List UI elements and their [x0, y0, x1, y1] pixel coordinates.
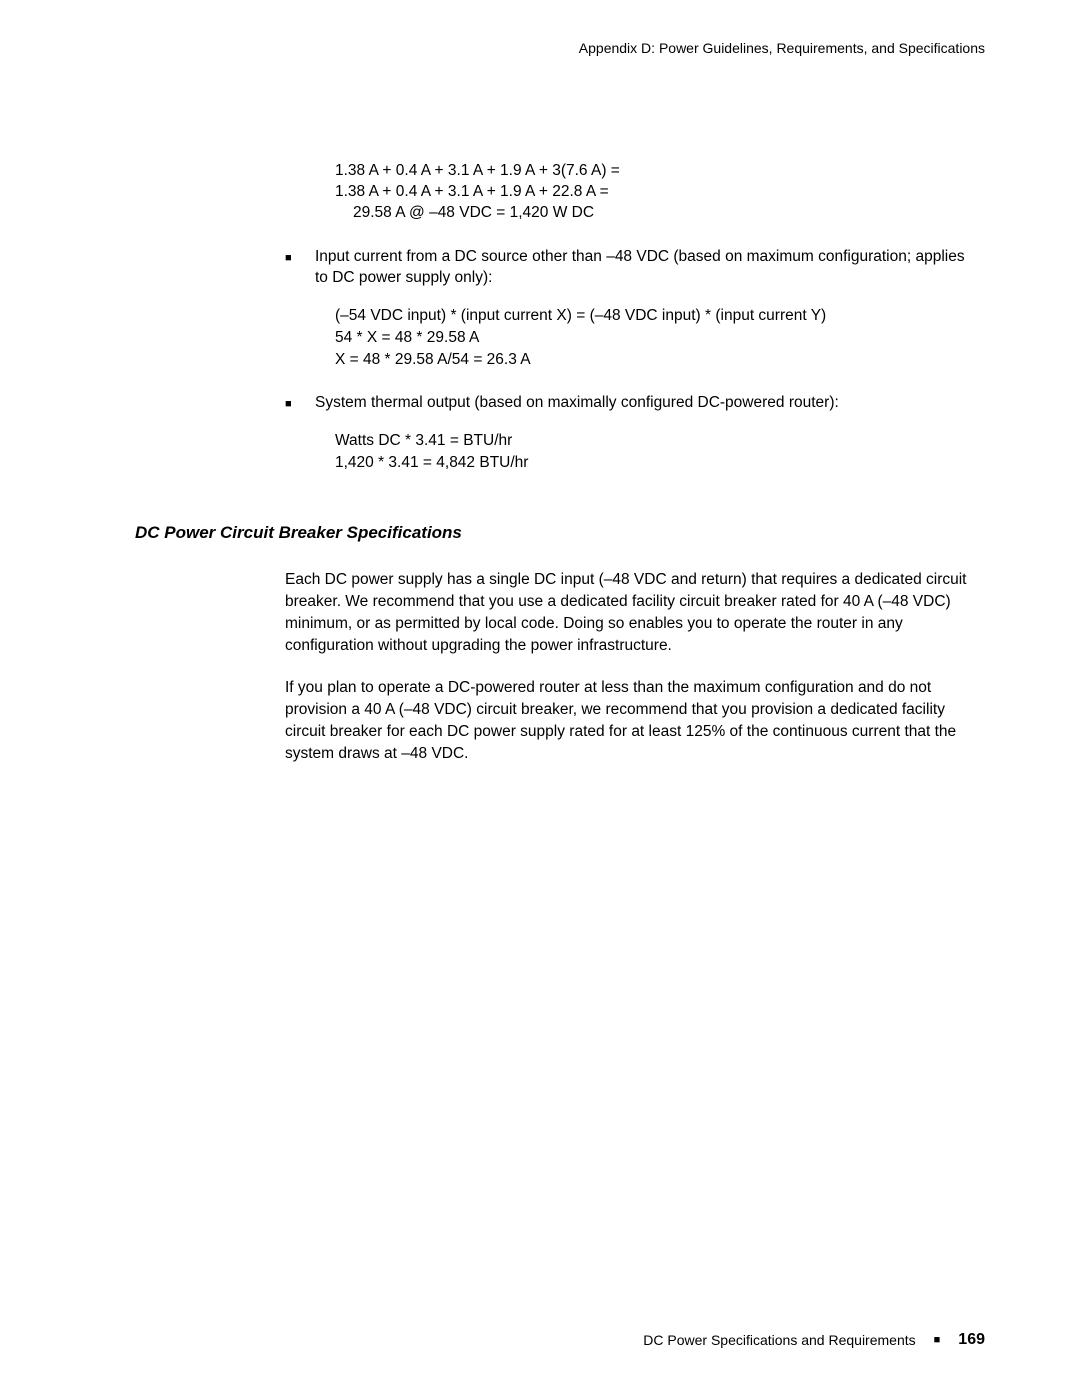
- bullet-item-thermal-output: ■ System thermal output (based on maxima…: [285, 392, 975, 414]
- section-body: Each DC power supply has a single DC inp…: [285, 569, 975, 765]
- calc-line: 54 * X = 48 * 29.58 A: [335, 327, 975, 349]
- page-number: 169: [958, 1331, 985, 1349]
- calc-line: (–54 VDC input) * (input current X) = (–…: [335, 305, 975, 327]
- calc-line: 1.38 A + 0.4 A + 3.1 A + 1.9 A + 22.8 A …: [335, 182, 975, 203]
- calc-line: Watts DC * 3.41 = BTU/hr: [335, 430, 975, 452]
- footer-section-title: DC Power Specifications and Requirements: [643, 1332, 915, 1348]
- page-container: Appendix D: Power Guidelines, Requiremen…: [0, 0, 1080, 1397]
- calc-line: 29.58 A @ –48 VDC = 1,420 W DC: [335, 203, 975, 224]
- page-footer: DC Power Specifications and Requirements…: [643, 1331, 985, 1349]
- calc-line: 1,420 * 3.41 = 4,842 BTU/hr: [335, 452, 975, 474]
- bullet-text: Input current from a DC source other tha…: [315, 246, 975, 289]
- calculation-block-1: 1.38 A + 0.4 A + 3.1 A + 1.9 A + 3(7.6 A…: [335, 161, 975, 224]
- section-heading: DC Power Circuit Breaker Specifications: [135, 523, 985, 543]
- calculation-block-2: (–54 VDC input) * (input current X) = (–…: [335, 305, 975, 370]
- bullet-square-icon: ■: [285, 246, 315, 289]
- running-header: Appendix D: Power Guidelines, Requiremen…: [95, 40, 985, 56]
- paragraph: If you plan to operate a DC-powered rout…: [285, 677, 975, 765]
- calc-line: X = 48 * 29.58 A/54 = 26.3 A: [335, 349, 975, 371]
- calc-line: 1.38 A + 0.4 A + 3.1 A + 1.9 A + 3(7.6 A…: [335, 161, 975, 182]
- content-body: 1.38 A + 0.4 A + 3.1 A + 1.9 A + 3(7.6 A…: [285, 161, 975, 473]
- footer-square-icon: ■: [934, 1334, 941, 1346]
- bullet-text: System thermal output (based on maximall…: [315, 392, 839, 414]
- paragraph: Each DC power supply has a single DC inp…: [285, 569, 975, 657]
- bullet-square-icon: ■: [285, 392, 315, 414]
- calculation-block-3: Watts DC * 3.41 = BTU/hr 1,420 * 3.41 = …: [335, 430, 975, 473]
- bullet-item-input-current: ■ Input current from a DC source other t…: [285, 246, 975, 289]
